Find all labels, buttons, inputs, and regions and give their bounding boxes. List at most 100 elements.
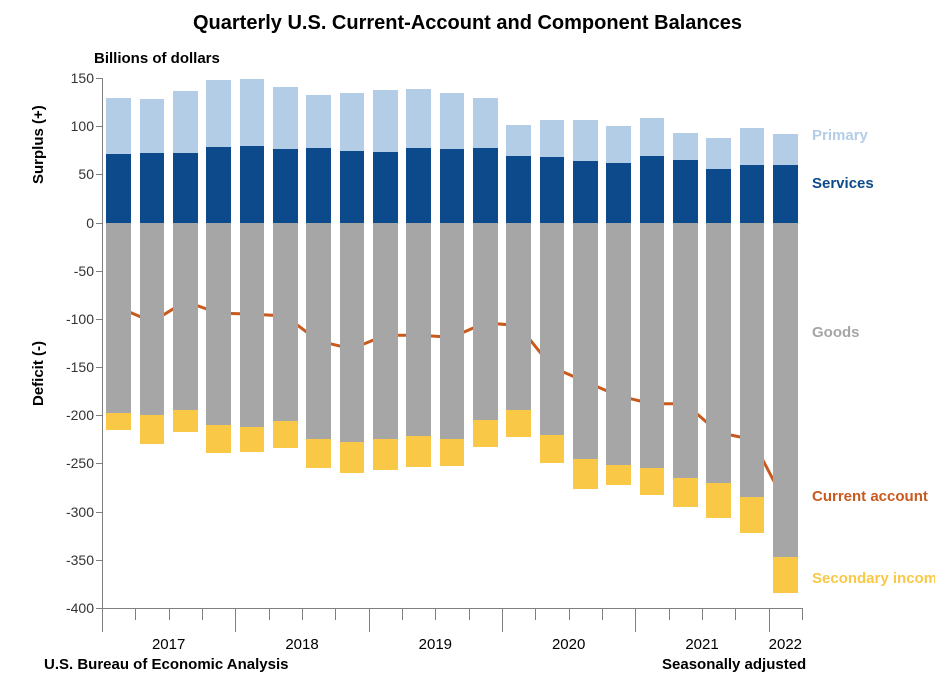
x-tick-minor (169, 608, 170, 620)
bar-secondary (106, 413, 131, 429)
bar-secondary (273, 421, 298, 448)
x-tick-minor (702, 608, 703, 620)
bar-primary (206, 80, 231, 147)
bar-services (506, 156, 531, 222)
bar-primary (306, 95, 331, 148)
bar-secondary (406, 436, 431, 467)
y-tick-label: -100 (44, 311, 94, 327)
bar-goods (506, 223, 531, 411)
bar-secondary (740, 497, 765, 533)
bar-services (573, 161, 598, 223)
bar-services (273, 149, 298, 222)
bar-services (706, 169, 731, 223)
y-tick-label: -200 (44, 407, 94, 423)
bar-goods (606, 223, 631, 466)
bar-primary (740, 128, 765, 165)
y-tick (96, 78, 102, 79)
bar-goods (406, 223, 431, 437)
x-tick-minor (435, 608, 436, 620)
bar-primary (373, 90, 398, 153)
chart-container: Quarterly U.S. Current-Account and Compo… (0, 0, 935, 680)
bar-goods (573, 223, 598, 459)
bar-services (140, 153, 165, 222)
x-tick-minor (335, 608, 336, 620)
bar-goods (540, 223, 565, 435)
bar-services (540, 157, 565, 223)
x-tick-minor (669, 608, 670, 620)
bar-secondary (540, 435, 565, 464)
bar-secondary (606, 465, 631, 484)
y-tick (96, 174, 102, 175)
bar-services (740, 165, 765, 223)
y-tick-label: 150 (44, 70, 94, 86)
y-tick (96, 319, 102, 320)
bar-secondary (706, 483, 731, 519)
y-axis-title: Billions of dollars (94, 50, 220, 67)
bar-goods (340, 223, 365, 443)
x-tick-minor (535, 608, 536, 620)
bar-secondary (206, 425, 231, 453)
bar-primary (573, 120, 598, 160)
y-tick (96, 512, 102, 513)
bar-primary (506, 125, 531, 156)
bar-secondary (640, 468, 665, 495)
bar-services (240, 146, 265, 222)
y-tick-label: -50 (44, 263, 94, 279)
x-year-label: 2022 (755, 636, 815, 653)
bar-secondary (173, 410, 198, 431)
bar-goods (206, 223, 231, 425)
x-tick-major (369, 608, 370, 632)
y-tick-label: 50 (44, 166, 94, 182)
bar-goods (773, 223, 798, 557)
x-tick-minor (202, 608, 203, 620)
y-tick (96, 126, 102, 127)
bar-goods (673, 223, 698, 478)
x-tick-minor (135, 608, 136, 620)
bar-secondary (340, 442, 365, 473)
bar-goods (173, 223, 198, 411)
bar-goods (706, 223, 731, 483)
x-tick-minor (269, 608, 270, 620)
x-year-label: 2021 (672, 636, 732, 653)
bar-primary (273, 87, 298, 150)
bar-primary (773, 134, 798, 165)
bar-services (106, 154, 131, 222)
y-tick-label: -300 (44, 504, 94, 520)
bar-primary (106, 98, 131, 154)
y-tick (96, 415, 102, 416)
bar-services (340, 151, 365, 222)
legend-services: Services (812, 175, 874, 192)
bar-secondary (573, 459, 598, 490)
bar-secondary (373, 439, 398, 470)
bar-services (373, 152, 398, 222)
x-tick-minor (735, 608, 736, 620)
bar-primary (640, 118, 665, 157)
y-tick-label: -150 (44, 359, 94, 375)
x-tick-major (769, 608, 770, 632)
bar-goods (140, 223, 165, 416)
x-tick-minor (569, 608, 570, 620)
chart-title: Quarterly U.S. Current-Account and Compo… (0, 12, 935, 35)
bar-goods (240, 223, 265, 427)
x-year-label: 2019 (405, 636, 465, 653)
x-tick-major (235, 608, 236, 632)
bar-services (473, 148, 498, 222)
bar-primary (240, 79, 265, 146)
bar-secondary (306, 439, 331, 468)
bar-services (640, 156, 665, 222)
bar-primary (606, 126, 631, 163)
bar-goods (106, 223, 131, 414)
bar-services (406, 148, 431, 222)
legend-current: Current account (812, 488, 928, 505)
plot-area (102, 78, 802, 608)
x-tick-minor (402, 608, 403, 620)
bar-primary (473, 98, 498, 148)
bar-primary (540, 120, 565, 157)
bar-goods (740, 223, 765, 498)
bar-goods (306, 223, 331, 440)
legend-primary: Primary (812, 127, 868, 144)
bar-services (606, 163, 631, 223)
x-tick-major (102, 608, 103, 632)
y-tick (96, 560, 102, 561)
x-axis-line (102, 608, 802, 609)
